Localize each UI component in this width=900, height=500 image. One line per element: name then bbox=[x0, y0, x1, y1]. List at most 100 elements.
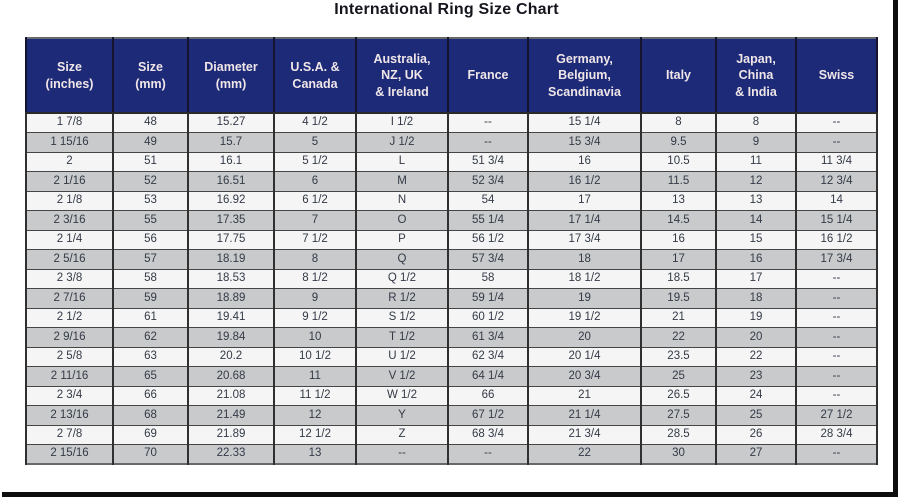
table-cell: 52 3/4 bbox=[447, 171, 529, 192]
table-cell: V 1/2 bbox=[355, 366, 449, 387]
table-cell: 68 bbox=[112, 405, 189, 426]
table-cell: 23 bbox=[715, 366, 797, 387]
table-cell: 11 3/4 bbox=[795, 151, 878, 172]
table-cell: 30 bbox=[640, 444, 717, 465]
table-cell: 18 bbox=[527, 249, 642, 270]
table-cell: 65 bbox=[112, 366, 189, 387]
table-cell: 16 bbox=[640, 229, 717, 250]
table-cell: 11 bbox=[273, 366, 357, 387]
table-cell: 21 bbox=[640, 307, 717, 328]
column-header: Size (mm) bbox=[112, 38, 189, 114]
table-cell: 17 bbox=[527, 190, 642, 211]
table-cell: 2 1/2 bbox=[25, 307, 114, 328]
table-cell: 69 bbox=[112, 424, 189, 445]
table-cell: 4 1/2 bbox=[273, 112, 357, 133]
table-cell: 14 bbox=[795, 190, 878, 211]
table-row: 2 5/16 57 18.19 8 Q 57 3/4 18 17 16 17 3/4 bbox=[25, 249, 878, 270]
table-cell: 55 1/4 bbox=[447, 210, 529, 231]
table-cell: -- bbox=[795, 327, 878, 348]
table-row: 2 15/16 70 22.33 13 -- -- 22 30 27 -- bbox=[25, 444, 878, 465]
table-row: 2 1/8 53 16.92 6 1/2 N 54 17 13 13 14 bbox=[25, 190, 878, 211]
ring-size-table: Size (inches) Size (mm) Diameter (mm) U.S.A… bbox=[25, 37, 878, 465]
table-cell: 6 1/2 bbox=[273, 190, 357, 211]
table-cell: Y bbox=[355, 405, 449, 426]
table-cell: 15 1/4 bbox=[795, 210, 878, 231]
table-cell: 9 1/2 bbox=[273, 307, 357, 328]
table-cell: 22.33 bbox=[187, 444, 275, 465]
table-cell: P bbox=[355, 229, 449, 250]
table-cell: 48 bbox=[112, 112, 189, 133]
table-cell: 59 1/4 bbox=[447, 288, 529, 309]
table-cell: 21.08 bbox=[187, 385, 275, 406]
table-cell: 56 bbox=[112, 229, 189, 250]
table-cell: 11 bbox=[715, 151, 797, 172]
table-cell: 21 bbox=[527, 385, 642, 406]
table-cell: 20 3/4 bbox=[527, 366, 642, 387]
table-cell: S 1/2 bbox=[355, 307, 449, 328]
column-header: U.S.A. & Canada bbox=[273, 38, 357, 114]
table-cell: 9 bbox=[715, 132, 797, 153]
table-cell: 56 1/2 bbox=[447, 229, 529, 250]
table-cell: 20.68 bbox=[187, 366, 275, 387]
table-cell: 16 bbox=[715, 249, 797, 270]
table-cell: 17 bbox=[715, 268, 797, 289]
table-cell: Q 1/2 bbox=[355, 268, 449, 289]
table-cell: R 1/2 bbox=[355, 288, 449, 309]
table-cell: -- bbox=[795, 268, 878, 289]
table-cell: 15 1/4 bbox=[527, 112, 642, 133]
table-cell: 20.2 bbox=[187, 346, 275, 367]
table-cell: 27 bbox=[715, 444, 797, 465]
table-cell: 2 15/16 bbox=[25, 444, 114, 465]
table-cell: 21.49 bbox=[187, 405, 275, 426]
table-cell: 22 bbox=[715, 346, 797, 367]
table-cell: 70 bbox=[112, 444, 189, 465]
table-cell: M bbox=[355, 171, 449, 192]
table-cell: 9 bbox=[273, 288, 357, 309]
table-cell: 53 bbox=[112, 190, 189, 211]
table-cell: 19.5 bbox=[640, 288, 717, 309]
table-cell: -- bbox=[795, 346, 878, 367]
table-cell: Q bbox=[355, 249, 449, 270]
table-cell: 2 7/8 bbox=[25, 424, 114, 445]
table-cell: 12 bbox=[273, 405, 357, 426]
table-cell: 2 5/8 bbox=[25, 346, 114, 367]
table-cell: 15.27 bbox=[187, 112, 275, 133]
table-cell: 16 bbox=[527, 151, 642, 172]
table-cell: 1 15/16 bbox=[25, 132, 114, 153]
table-cell: 8 1/2 bbox=[273, 268, 357, 289]
table-cell: -- bbox=[795, 288, 878, 309]
table-row: 2 7/8 69 21.89 12 1/2 Z 68 3/4 21 3/4 28.5 26 28 … bbox=[25, 424, 878, 445]
table-cell: 49 bbox=[112, 132, 189, 153]
table-cell: 21 3/4 bbox=[527, 424, 642, 445]
table-cell: 2 9/16 bbox=[25, 327, 114, 348]
table-cell: 24 bbox=[715, 385, 797, 406]
table-cell: 66 bbox=[447, 385, 529, 406]
table-cell: 12 1/2 bbox=[273, 424, 357, 445]
table-cell: 18.5 bbox=[640, 268, 717, 289]
table-cell: 28 3/4 bbox=[795, 424, 878, 445]
table-cell: -- bbox=[795, 112, 878, 133]
table-cell: 55 bbox=[112, 210, 189, 231]
table-cell: 62 bbox=[112, 327, 189, 348]
column-header: Japan, China & India bbox=[715, 38, 797, 114]
table-row: 2 1/16 52 16.51 6 M 52 3/4 16 1/2 11.5 12 12 3/4 bbox=[25, 171, 878, 192]
table-row: 2 11/16 65 20.68 11 V 1/2 64 1/4 20 3/4 25 23 -- bbox=[25, 366, 878, 387]
table-cell: 17.75 bbox=[187, 229, 275, 250]
table-cell: 27 1/2 bbox=[795, 405, 878, 426]
table-cell: -- bbox=[447, 112, 529, 133]
table-cell: 16.1 bbox=[187, 151, 275, 172]
table-cell: Z bbox=[355, 424, 449, 445]
frame-right-bar bbox=[893, 0, 898, 497]
table-cell: 17 3/4 bbox=[527, 229, 642, 250]
table-cell: 18.53 bbox=[187, 268, 275, 289]
table-cell: 13 bbox=[273, 444, 357, 465]
table-body: 1 7/8 48 15.27 4 1/2 I 1/2 -- 15 1/4 8 8 -- 1 15/1… bbox=[25, 112, 878, 465]
table-cell: 22 bbox=[527, 444, 642, 465]
table-cell: 20 1/4 bbox=[527, 346, 642, 367]
column-header: Australia, NZ, UK & Ireland bbox=[355, 38, 449, 114]
table-cell: 58 bbox=[447, 268, 529, 289]
column-header: Diameter (mm) bbox=[187, 38, 275, 114]
table-row: 2 13/16 68 21.49 12 Y 67 1/2 21 1/4 27.5 25 27 1/… bbox=[25, 405, 878, 426]
table-cell: 14.5 bbox=[640, 210, 717, 231]
table-cell: 2 5/16 bbox=[25, 249, 114, 270]
